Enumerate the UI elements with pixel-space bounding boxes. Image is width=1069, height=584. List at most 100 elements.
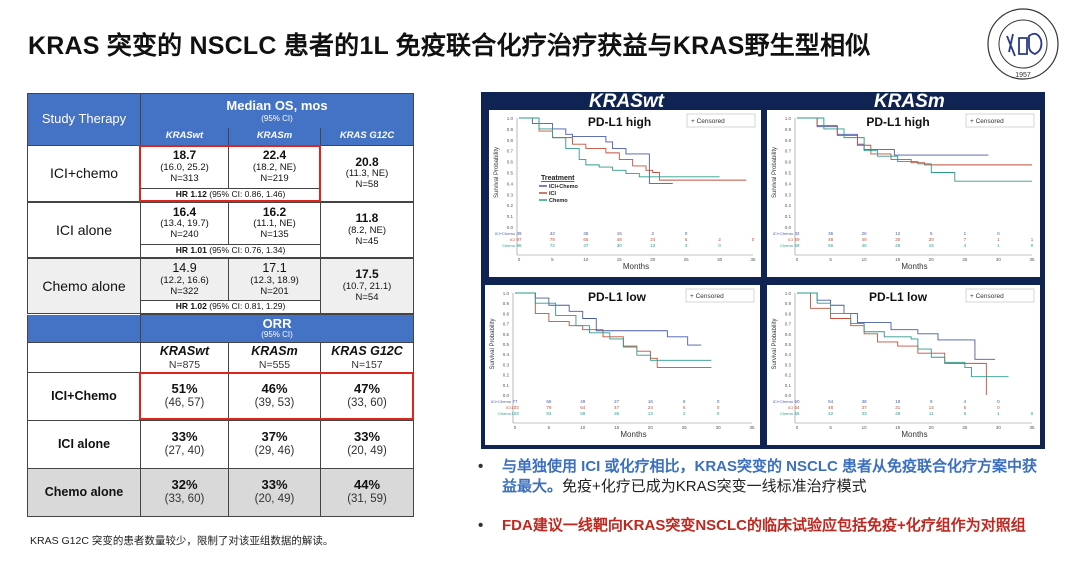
at-risk-count: 77 xyxy=(512,399,518,404)
y-tick-label: 0.5 xyxy=(503,342,510,347)
y-tick-label: 0.5 xyxy=(507,171,514,176)
at-risk-count: 55 xyxy=(794,411,800,416)
y-tick-label: 0.2 xyxy=(785,203,792,208)
x-tick-label: 10 xyxy=(580,425,586,430)
y-tick-label: 0.2 xyxy=(503,373,510,378)
treatment-legend-title: Treatment xyxy=(541,175,575,182)
km-chart-1: 0.0 0.1 0.2 0.3 0.4 0.5 0.6 0.7 0.8 0.9 1.0 0 5 10 15 2… xyxy=(767,110,1040,277)
at-risk-count: 69 xyxy=(794,243,800,248)
censored-legend xyxy=(965,113,1035,128)
at-risk-count: 29 xyxy=(895,243,901,248)
at-risk-count: 103 xyxy=(511,405,519,410)
footnote: KRAS G12C 突变的患者数量较少，限制了对该亚组数据的解读。 xyxy=(30,535,334,547)
x-tick-label: 10 xyxy=(862,257,868,262)
km-chart-svg: 0.00.10.20.30.40.50.60.70.80.91.00 5 10 15 2… xyxy=(494,113,756,271)
y-tick-label: 0.6 xyxy=(785,332,792,337)
y-tick-label: 0.2 xyxy=(507,203,514,208)
os-value: 16.4 xyxy=(172,204,197,219)
y-tick-label: 0.8 xyxy=(507,138,514,143)
y-tick-label: 0.0 xyxy=(507,225,514,230)
orr-ci: (46, 57) xyxy=(164,397,205,410)
x-tick-label: 5 xyxy=(551,257,554,262)
y-axis-label: Survival Probability xyxy=(772,318,778,369)
x-tick-label: 35 xyxy=(1029,257,1035,262)
os-ci: (10.7, 21.1) xyxy=(342,280,392,292)
at-risk-count: 40 xyxy=(862,243,868,248)
at-risk-row-label: ICI xyxy=(506,405,511,410)
orr-row-label: ICI+Chemo xyxy=(27,372,141,421)
at-risk-count: 66 xyxy=(546,399,552,404)
bullet-1-highlight: 与单独使用 ICI 或化疗相比，KRAS突变的 NSCLC 患者从免疫联合化疗方… xyxy=(502,458,1038,495)
os-row-1: ICI alone 16.4 (13.4, 19.7) N=240 16.2 (11.1,… xyxy=(27,202,414,258)
os-row-0: ICI+chemo 18.7 (16.0, 25.2) N=313 22.4 (18.2,… xyxy=(27,145,414,202)
os-ci-label: (95% CI) xyxy=(261,113,293,123)
at-risk-count: 36 xyxy=(583,231,589,236)
at-risk-row-label: ICI xyxy=(788,237,793,242)
at-risk-count: 1 xyxy=(997,411,1000,416)
y-tick-label: 0.3 xyxy=(503,362,510,367)
os-value: 17.1 xyxy=(262,261,287,276)
at-risk-count: 2 xyxy=(651,231,654,236)
orr-col-header: KRASwt xyxy=(159,344,210,359)
at-risk-count: 12 xyxy=(895,231,901,236)
os-n: N=322 xyxy=(170,285,199,297)
y-axis-label: Survival Probability xyxy=(772,147,778,198)
panel-header-krasm: KRASm xyxy=(874,91,945,112)
orr-value: 32% xyxy=(171,477,198,493)
col-header-kras-g12c: KRAS G12C xyxy=(320,127,414,146)
bullet-2-text: FDA建议一线靶向KRAS突变NSCLC的临床试验应包括免疫+化疗组作为对照组 xyxy=(502,517,1026,534)
at-risk-count: 103 xyxy=(511,411,519,416)
orr-row-label: ICI alone xyxy=(27,420,141,469)
x-tick-label: 5 xyxy=(829,257,832,262)
at-risk-count: 48 xyxy=(828,237,834,242)
y-tick-label: 1.0 xyxy=(785,116,792,121)
x-tick-label: 5 xyxy=(829,425,832,430)
os-ci: (12.2, 16.6) xyxy=(160,274,209,286)
censored-legend-label: + Censored xyxy=(970,118,1004,125)
at-risk-count: 60 xyxy=(794,399,800,404)
os-row-label: ICI+chemo xyxy=(27,145,141,202)
orr-value: 33% xyxy=(171,429,198,445)
os-n: N=313 xyxy=(170,172,199,184)
y-tick-label: 0.6 xyxy=(507,160,514,165)
os-value: 20.8 xyxy=(355,154,379,169)
x-tick-label: 0 xyxy=(514,425,517,430)
y-tick-label: 0.4 xyxy=(503,352,510,357)
at-risk-count: 30 xyxy=(895,237,901,242)
at-risk-count: 38 xyxy=(862,399,868,404)
orr-col-header: KRASm xyxy=(251,344,298,359)
orr-ci: (20, 49) xyxy=(347,445,387,458)
y-tick-label: 1.0 xyxy=(785,291,792,296)
x-tick-label: 10 xyxy=(583,257,589,262)
at-risk-count: 2 xyxy=(683,411,686,416)
km-curve-ici-chemo xyxy=(515,292,702,346)
x-tick-label: 20 xyxy=(929,425,935,430)
os-n: N=201 xyxy=(260,285,289,297)
km-curve-ici-chemo xyxy=(519,117,673,184)
col-header-kraswt: KRASwt xyxy=(140,127,229,146)
km-chart-2: 0.0 0.1 0.2 0.3 0.4 0.5 0.6 0.7 0.8 0.9 1.0 0 5 10 15 2… xyxy=(485,285,760,445)
at-risk-count: 0 xyxy=(997,231,1000,236)
at-risk-count: 47 xyxy=(614,405,620,410)
at-risk-count: 24 xyxy=(648,405,654,410)
hospital-logo: 1957 xyxy=(987,8,1059,80)
at-risk-count: 1 xyxy=(997,243,1000,248)
y-tick-label: 0.8 xyxy=(785,311,792,316)
km-curve-chemo xyxy=(797,292,1009,378)
censored-legend xyxy=(686,113,756,128)
x-tick-label: 15 xyxy=(895,425,901,430)
km-curve-ici xyxy=(797,292,987,395)
os-n: N=58 xyxy=(355,179,379,191)
at-risk-count: 6 xyxy=(683,405,686,410)
at-risk-row-label: ICI+Chemo xyxy=(491,399,512,404)
at-risk-count: 42 xyxy=(550,231,556,236)
x-tick-label: 5 xyxy=(548,425,551,430)
at-risk-count: 4 xyxy=(964,243,967,248)
at-risk-row-label: ICI+Chemo xyxy=(773,231,794,236)
y-tick-label: 0.6 xyxy=(503,332,510,337)
y-tick-label: 0.3 xyxy=(785,362,792,367)
orr-ci: (29, 46) xyxy=(254,445,295,458)
treatment-legend-item: ICI xyxy=(549,191,557,197)
km-curves-panel: KRASwt KRASm 0.0 0.1 0.2 0.3 0.4 0.5 0.6 0.7 0.8… xyxy=(481,91,1045,449)
x-tick-label: 30 xyxy=(996,257,1002,262)
